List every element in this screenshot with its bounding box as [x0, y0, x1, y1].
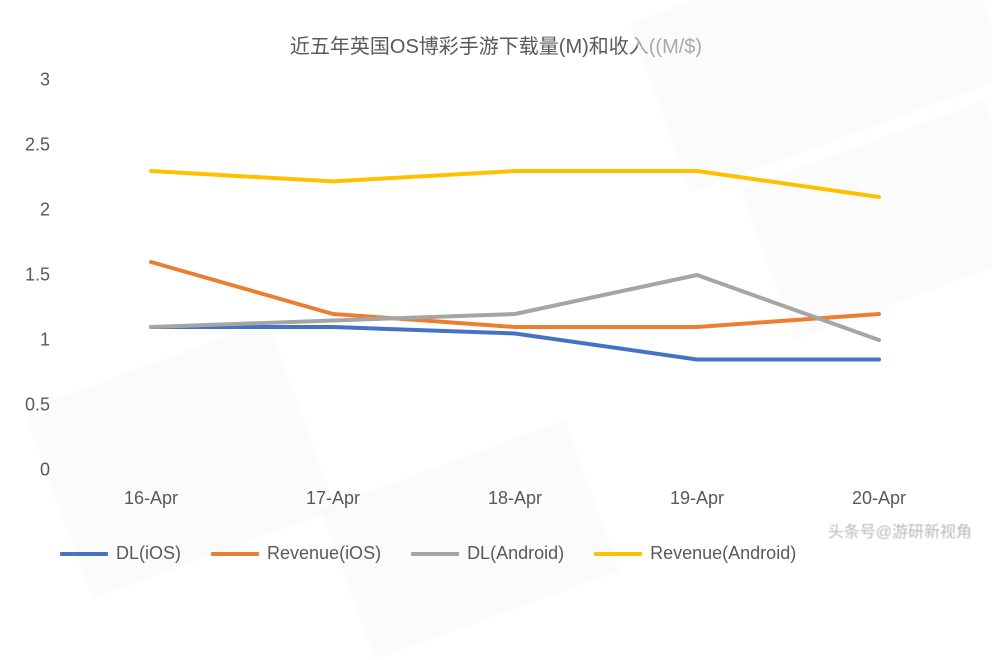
chart-svg	[60, 80, 970, 470]
series-line	[151, 262, 879, 327]
series-line	[151, 171, 879, 197]
legend-label: Revenue(iOS)	[267, 543, 381, 564]
x-axis-tick-label: 18-Apr	[488, 488, 542, 509]
x-axis-tick-label: 16-Apr	[124, 488, 178, 509]
legend-item: Revenue(Android)	[594, 543, 796, 564]
y-axis-tick-label: 1.5	[25, 265, 50, 286]
chart-legend: DL(iOS) Revenue(iOS) DL(Android) Revenue(An…	[60, 543, 970, 564]
legend-swatch	[594, 552, 642, 556]
y-axis-tick-label: 0.5	[25, 395, 50, 416]
watermark-text: 头条号@游研新视角	[828, 518, 972, 542]
y-axis-tick-label: 2	[40, 200, 50, 221]
y-axis-tick-label: 1	[40, 330, 50, 351]
chart-plot-area: 00.511.522.5316-Apr17-Apr18-Apr19-Apr20-…	[60, 80, 970, 470]
legend-label: DL(Android)	[467, 543, 564, 564]
series-line	[151, 275, 879, 340]
legend-item: DL(iOS)	[60, 543, 181, 564]
legend-swatch	[211, 552, 259, 556]
x-axis-tick-label: 17-Apr	[306, 488, 360, 509]
legend-item: Revenue(iOS)	[211, 543, 381, 564]
y-axis-tick-label: 0	[40, 460, 50, 481]
legend-item: DL(Android)	[411, 543, 564, 564]
x-axis-tick-label: 19-Apr	[670, 488, 724, 509]
legend-swatch	[411, 552, 459, 556]
x-axis-tick-label: 20-Apr	[852, 488, 906, 509]
legend-label: DL(iOS)	[116, 543, 181, 564]
y-axis-tick-label: 2.5	[25, 135, 50, 156]
series-line	[151, 327, 879, 360]
legend-swatch	[60, 552, 108, 556]
legend-label: Revenue(Android)	[650, 543, 796, 564]
y-axis-tick-label: 3	[40, 70, 50, 91]
